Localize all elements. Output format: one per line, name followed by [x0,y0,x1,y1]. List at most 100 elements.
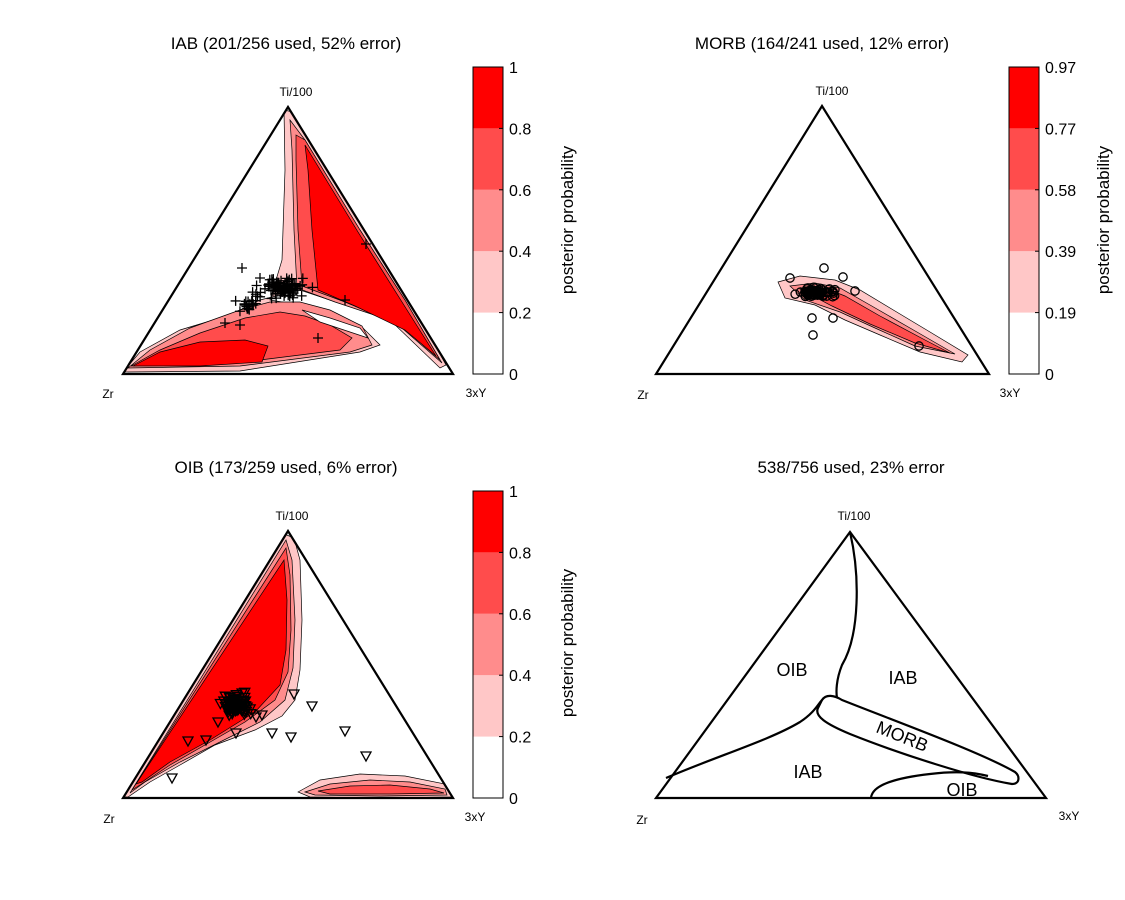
contour-level-3b [317,784,445,795]
colorbar-tick-label: 1 [509,484,518,501]
field-label-iab-lower: IAB [793,762,822,782]
circle-marker [828,313,838,323]
vertex-top-label: Ti/100 [276,509,309,523]
plus-marker [288,279,299,290]
circle-marker [807,313,817,323]
triangle-marker [225,703,239,715]
colorbar-frame [472,66,504,375]
triangle-marker [249,712,263,724]
circle-marker [838,272,848,282]
panel-fields: 538/756 used, 23% error OIB IAB MORB IAB… [636,458,1079,827]
ternary-triangle [654,103,991,376]
circle-marker [828,286,838,297]
triangle-marker [284,732,298,744]
plus-marker [235,320,245,330]
plus-marker [220,318,230,328]
vertex-top-label: Ti/100 [838,509,871,523]
colorbar-tick-label: 0.4 [509,668,531,685]
colorbar-segment [473,675,503,737]
boundary-morb [816,694,1020,786]
plus-marker [288,292,299,303]
colorbar-segment [473,312,503,374]
plus-marker [284,285,295,296]
colorbar-tick-label: 0.97 [1045,60,1076,77]
boundary-left [665,699,823,780]
plus-marker [313,333,323,343]
circle-marker [808,330,818,340]
panel-title: MORB (164/241 used, 12% error) [695,34,949,53]
plus-marker [340,295,350,305]
plus-marker [307,282,318,293]
triangle-marker [230,689,243,701]
plus-marker [242,303,253,314]
contour-level-4b [132,339,269,367]
plus-marker [230,295,241,306]
colorbar-tick-label: 0 [509,791,518,808]
vertex-left-label: Zr [637,388,648,402]
triangle-marker [359,751,373,763]
panel-morb: MORB (164/241 used, 12% error) Ti/100 Zr… [637,34,1113,402]
vertex-top-label: Ti/100 [816,84,849,98]
colorbar-frame [472,490,504,799]
colorbar-segment [473,189,503,252]
plus-marker [271,293,282,304]
plus-marker [234,306,245,317]
colorbar-tick-label: 0.6 [509,607,531,624]
circle-marker [850,286,860,296]
plus-marker [272,283,283,294]
contour-gap [301,309,370,339]
vertex-right-label: 3xY [1059,809,1080,823]
colorbar-segment [473,552,503,614]
field-label-oib-upper: OIB [776,660,807,680]
contour-fills [123,532,453,798]
triangle-marker [222,700,236,712]
colorbar-tick-label: 0.2 [509,730,531,747]
vertex-left-label: Zr [103,812,114,826]
colorbar-segment [473,613,503,676]
triangle-marker [238,706,251,718]
contour-level-4 [304,144,437,357]
contour-level-4 [135,558,288,785]
circle-marker [790,289,801,300]
colorbar-tick-label: 0.8 [509,545,531,562]
plus-marker [297,273,308,284]
boundary-oib-bottom [869,771,989,799]
plus-marker [276,275,287,286]
vertex-left-label: Zr [636,813,647,827]
colorbar-tick-label: 0.77 [1045,121,1076,138]
vertex-right-label: 3xY [466,386,487,400]
colorbar-label: posterior probability [558,145,577,294]
triangle-marker [237,697,251,709]
colorbar-segment [473,736,503,798]
plus-marker [297,279,308,290]
colorbar-segment [473,251,503,313]
plus-marker [290,281,301,292]
triangle-marker [229,728,243,740]
colorbar: 0 0.2 0.4 0.6 0.8 1 [472,60,531,384]
plus-marker [284,274,295,285]
colorbar-tick-label: 0.39 [1045,244,1076,261]
colorbar-tick-label: 1 [509,60,518,77]
panel-title: IAB (201/256 used, 52% error) [171,34,402,53]
vertex-left-label: Zr [102,387,113,401]
ternary-triangle [121,528,455,800]
plus-marker [255,273,265,283]
colorbar: 0 0.2 0.4 0.6 0.8 1 [472,484,531,808]
triangle-marker [244,709,257,721]
vertex-top-label: Ti/100 [280,85,313,99]
colorbar-segment [1009,251,1039,313]
triangle-marker [305,701,319,713]
circle-marker [819,263,829,273]
colorbar-segment [473,128,503,190]
plus-marker [237,263,247,273]
contour-fills [123,109,447,373]
panel-title: OIB (173/259 used, 6% error) [174,458,397,477]
sample-points [785,263,924,351]
colorbar-label: posterior probability [1094,145,1113,294]
colorbar-tick-label: 0 [509,367,518,384]
ternary-triangle [653,530,1049,800]
plus-marker [244,304,255,315]
colorbar-frame [1008,66,1040,375]
panel-oib: OIB (173/259 used, 6% error) Ti/100 Zr 3… [103,458,577,826]
